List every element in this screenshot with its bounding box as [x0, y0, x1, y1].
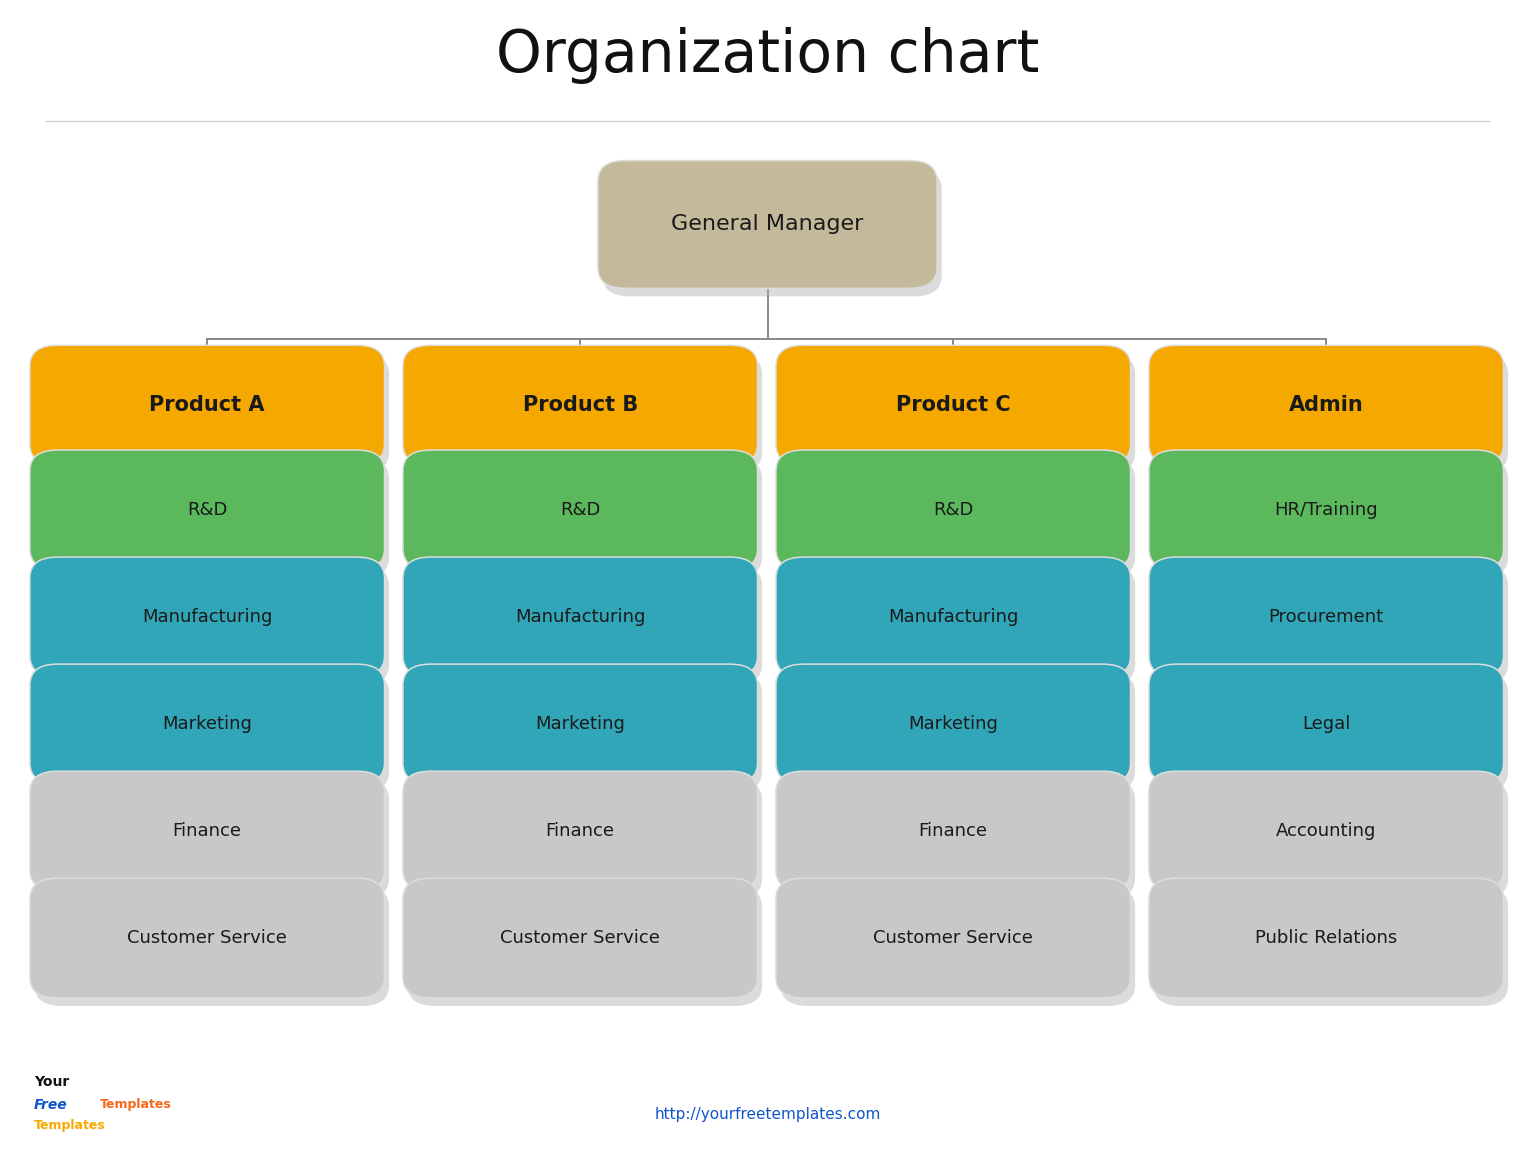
FancyBboxPatch shape: [402, 450, 758, 570]
Text: Product A: Product A: [149, 395, 266, 416]
FancyBboxPatch shape: [1148, 345, 1503, 465]
FancyBboxPatch shape: [35, 672, 390, 792]
Text: HR/Training: HR/Training: [1274, 501, 1378, 519]
FancyBboxPatch shape: [31, 450, 384, 570]
FancyBboxPatch shape: [780, 458, 1136, 578]
FancyBboxPatch shape: [1154, 886, 1507, 1006]
Text: Finance: Finance: [173, 822, 241, 840]
Text: Manufacturing: Manufacturing: [516, 608, 645, 626]
FancyBboxPatch shape: [31, 878, 384, 998]
FancyBboxPatch shape: [408, 565, 761, 685]
FancyBboxPatch shape: [780, 779, 1136, 899]
FancyBboxPatch shape: [35, 458, 390, 578]
FancyBboxPatch shape: [35, 779, 390, 899]
FancyBboxPatch shape: [597, 160, 936, 288]
FancyBboxPatch shape: [780, 886, 1136, 1006]
Text: Templates: Templates: [34, 1119, 106, 1133]
FancyBboxPatch shape: [35, 886, 390, 1006]
FancyBboxPatch shape: [402, 345, 758, 465]
Text: Your: Your: [34, 1075, 69, 1089]
FancyBboxPatch shape: [775, 557, 1130, 677]
Text: Legal: Legal: [1302, 715, 1351, 733]
FancyBboxPatch shape: [780, 353, 1136, 473]
FancyBboxPatch shape: [1154, 565, 1507, 685]
Text: R&D: R&D: [560, 501, 600, 519]
FancyBboxPatch shape: [1148, 664, 1503, 784]
Text: Free: Free: [34, 1098, 68, 1112]
FancyBboxPatch shape: [775, 345, 1130, 465]
Text: http://yourfreetemplates.com: http://yourfreetemplates.com: [654, 1106, 881, 1122]
Text: Marketing: Marketing: [163, 715, 252, 733]
FancyBboxPatch shape: [402, 557, 758, 677]
Text: Marketing: Marketing: [909, 715, 998, 733]
Text: R&D: R&D: [933, 501, 973, 519]
FancyBboxPatch shape: [775, 771, 1130, 891]
Text: General Manager: General Manager: [671, 214, 864, 235]
Text: Product B: Product B: [522, 395, 639, 416]
Text: Templates: Templates: [100, 1098, 172, 1112]
Text: Organization chart: Organization chart: [496, 26, 1039, 84]
Text: Product C: Product C: [896, 395, 1010, 416]
FancyBboxPatch shape: [402, 664, 758, 784]
FancyBboxPatch shape: [402, 771, 758, 891]
FancyBboxPatch shape: [31, 664, 384, 784]
FancyBboxPatch shape: [602, 169, 941, 296]
Text: Customer Service: Customer Service: [500, 929, 660, 947]
Text: Finance: Finance: [919, 822, 987, 840]
FancyBboxPatch shape: [35, 565, 390, 685]
FancyBboxPatch shape: [1148, 771, 1503, 891]
Text: R&D: R&D: [187, 501, 227, 519]
Text: Accounting: Accounting: [1276, 822, 1377, 840]
Text: Customer Service: Customer Service: [127, 929, 287, 947]
FancyBboxPatch shape: [775, 664, 1130, 784]
Text: Admin: Admin: [1289, 395, 1363, 416]
FancyBboxPatch shape: [1148, 557, 1503, 677]
FancyBboxPatch shape: [408, 779, 761, 899]
FancyBboxPatch shape: [31, 771, 384, 891]
FancyBboxPatch shape: [780, 672, 1136, 792]
FancyBboxPatch shape: [402, 878, 758, 998]
FancyBboxPatch shape: [1148, 450, 1503, 570]
FancyBboxPatch shape: [408, 353, 761, 473]
FancyBboxPatch shape: [31, 345, 384, 465]
Text: Marketing: Marketing: [536, 715, 625, 733]
FancyBboxPatch shape: [1154, 672, 1507, 792]
FancyBboxPatch shape: [1154, 458, 1507, 578]
FancyBboxPatch shape: [408, 672, 761, 792]
FancyBboxPatch shape: [1154, 353, 1507, 473]
FancyBboxPatch shape: [1154, 779, 1507, 899]
Text: Customer Service: Customer Service: [873, 929, 1033, 947]
Text: Public Relations: Public Relations: [1256, 929, 1397, 947]
FancyBboxPatch shape: [1148, 878, 1503, 998]
FancyBboxPatch shape: [408, 886, 761, 1006]
FancyBboxPatch shape: [780, 565, 1136, 685]
FancyBboxPatch shape: [408, 458, 761, 578]
FancyBboxPatch shape: [31, 557, 384, 677]
Text: Procurement: Procurement: [1268, 608, 1385, 626]
FancyBboxPatch shape: [775, 878, 1130, 998]
FancyBboxPatch shape: [775, 450, 1130, 570]
FancyBboxPatch shape: [35, 353, 390, 473]
Text: Manufacturing: Manufacturing: [143, 608, 272, 626]
Text: Finance: Finance: [546, 822, 614, 840]
Text: Manufacturing: Manufacturing: [889, 608, 1018, 626]
